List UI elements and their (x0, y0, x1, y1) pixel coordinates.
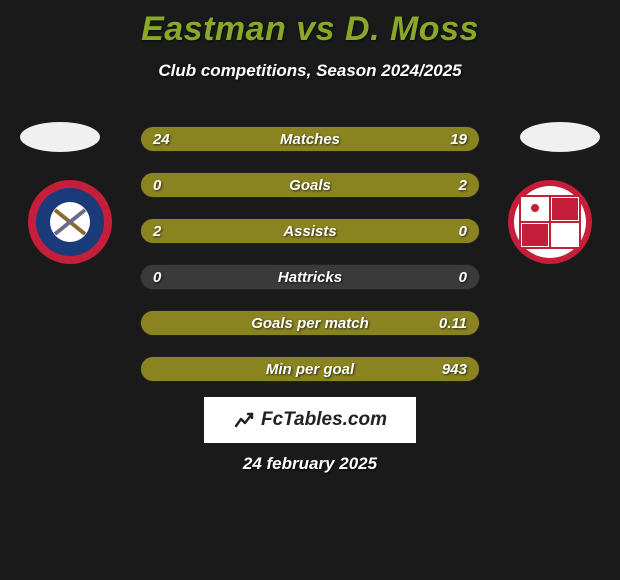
brand-badge[interactable]: FcTables.com (204, 397, 416, 443)
stat-value-right: 0 (459, 219, 467, 244)
stat-row: 24Matches19 (140, 126, 480, 152)
stat-value-right: 19 (450, 127, 467, 152)
club-badge-right (500, 180, 600, 265)
stats-container: 24Matches190Goals22Assists00Hattricks0Go… (140, 126, 480, 402)
player-photo-right (520, 122, 600, 152)
stat-label: Hattricks (141, 265, 479, 290)
stat-row: Goals per match0.11 (140, 310, 480, 336)
stat-row: 2Assists0 (140, 218, 480, 244)
page-subtitle: Club competitions, Season 2024/2025 (0, 49, 620, 81)
stat-row: 0Goals2 (140, 172, 480, 198)
stat-label: Goals (141, 173, 479, 198)
stat-row: Min per goal943 (140, 356, 480, 382)
stat-label: Goals per match (141, 311, 479, 336)
brand-logo-icon (233, 409, 255, 431)
stat-value-right: 2 (459, 173, 467, 198)
stat-label: Assists (141, 219, 479, 244)
player-photo-left (20, 122, 100, 152)
stat-label: Min per goal (141, 357, 479, 382)
stat-label: Matches (141, 127, 479, 152)
brand-label: FcTables.com (261, 409, 387, 431)
stat-value-right: 943 (442, 357, 467, 382)
stat-row: 0Hattricks0 (140, 264, 480, 290)
stat-value-right: 0.11 (439, 311, 467, 336)
club-badge-left (20, 180, 120, 265)
date-label: 24 february 2025 (0, 454, 620, 474)
stat-value-right: 0 (459, 265, 467, 290)
page-title: Eastman vs D. Moss (0, 0, 620, 49)
